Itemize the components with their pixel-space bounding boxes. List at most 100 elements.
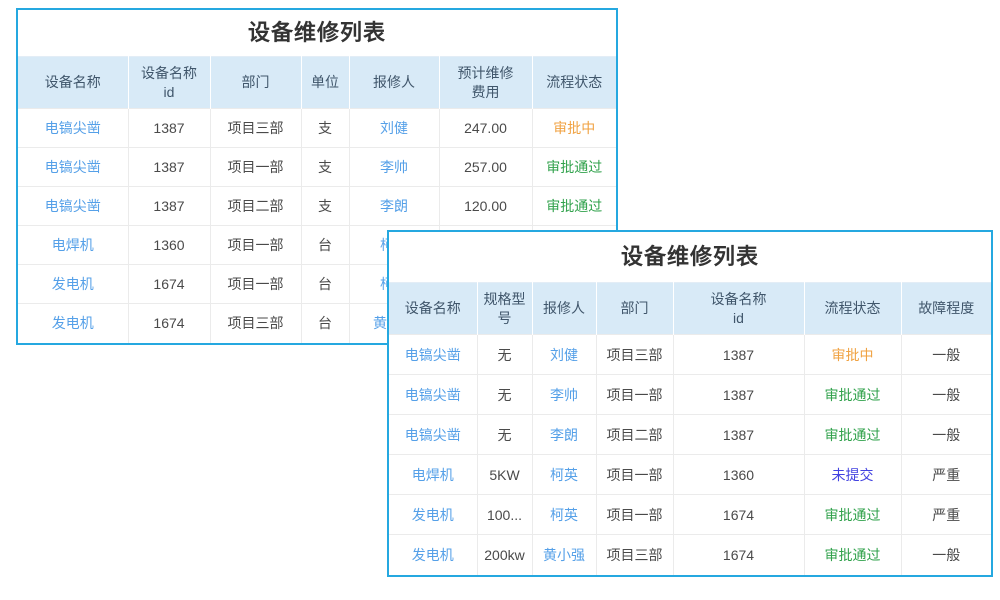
device-name-link[interactable]: 电镐尖凿 [389,414,478,455]
process-status-text: 未提交 [804,454,902,495]
table-header: 设备名称 规格型 号报修人 部门 设备名称 id 流程状态 故障程度 [389,282,991,335]
table-cell: 1674 [128,264,211,304]
table-cell: 247.00 [439,108,533,148]
equipment-repair-list-card-front: 设备维修列表 设备名称 规格型 号报修人 部门 设备名称 id 流程状态 故障程度 电镐尖… [387,230,993,577]
table-cell: 台 [301,225,350,265]
table-row: 电焊机 5KW 柯英 项目一部 1360 未提交 严重 [389,454,991,495]
table-cell: 1674 [673,494,805,535]
table-cell: 一般 [901,334,991,375]
table-cell: 1387 [128,108,211,148]
device-name-link[interactable]: 电镐尖凿 [18,186,129,226]
table-row: 电镐尖凿无李朗 项目二部 1387 审批通过 一般 [389,414,991,455]
process-status-text: 审批通过 [532,147,616,187]
table-cell: 1387 [673,374,805,415]
table-row: 发电机 200kw 黄小强 项目三部 1674 审批通过 一般 [389,534,991,575]
table-cell: 无 [477,374,533,415]
table-body: 电镐尖凿无刘健 项目三部 1387 审批中 一般 电镐尖凿无李帅 项目一部 1387 审批通过一… [389,334,991,575]
reporter-link[interactable]: 李帅 [349,147,440,187]
table-cell: 项目二部 [596,414,674,455]
table-cell: 120.00 [439,186,533,226]
header-row: 设备名称 规格型 号报修人 部门 设备名称 id 流程状态 故障程度 [389,282,991,335]
device-name-link[interactable]: 发电机 [18,264,129,304]
reporter-link[interactable]: 李帅 [532,374,597,415]
table-cell: 支 [301,108,350,148]
reporter-link[interactable]: 李朗 [349,186,440,226]
table-cell: 257.00 [439,147,533,187]
table-cell: 项目一部 [596,454,674,495]
reporter-link[interactable]: 李朗 [532,414,597,455]
process-status-text: 审批通过 [804,374,902,415]
table-cell: 项目一部 [596,374,674,415]
device-name-link[interactable]: 电镐尖凿 [389,334,478,375]
reporter-link[interactable]: 刘健 [349,108,440,148]
table-cell: 1674 [128,303,211,343]
table-title: 设备维修列表 [389,232,991,282]
device-name-link[interactable]: 发电机 [389,534,478,575]
reporter-link[interactable]: 柯英 [532,454,597,495]
table-cell: 台 [301,303,350,343]
column-header: 设备名称 [18,56,129,109]
column-header: 部门 [210,56,302,109]
header-row: 设备名称 设备名称 id 部门 单位 报修人 预计维修 费用 流程状态 [18,56,616,109]
column-header: 报修人 [532,282,597,335]
table-cell: 台 [301,264,350,304]
table-title: 设备维修列表 [18,10,616,56]
column-header: 流程状态 [532,56,616,109]
table-header: 设备名称 设备名称 id 部门 单位 报修人 预计维修 费用 流程状态 [18,56,616,109]
process-status-text: 审批通过 [804,494,902,535]
column-header: 部门 [596,282,674,335]
table-cell: 严重 [901,454,991,495]
table-cell: 项目一部 [210,264,302,304]
table-cell: 1674 [673,534,805,575]
table-cell: 支 [301,147,350,187]
table-row: 电镐尖凿 1387 项目三部支刘健 247.00 审批中 [18,108,616,148]
column-header: 设备名称 [389,282,478,335]
process-status-text: 审批通过 [804,534,902,575]
table-cell: 1387 [673,334,805,375]
table-cell: 项目二部 [210,186,302,226]
table-cell: 支 [301,186,350,226]
table-cell: 项目三部 [596,334,674,375]
device-name-link[interactable]: 发电机 [389,494,478,535]
table-row: 电镐尖凿 1387 项目一部支李帅 257.00 审批通过 [18,147,616,187]
table-cell: 1387 [673,414,805,455]
table-cell: 一般 [901,374,991,415]
device-name-link[interactable]: 电焊机 [18,225,129,265]
table-row: 电镐尖凿无李帅 项目一部 1387 审批通过 一般 [389,374,991,415]
column-header: 故障程度 [901,282,991,335]
column-header: 设备名称 id [673,282,805,335]
table-cell: 1360 [673,454,805,495]
device-name-link[interactable]: 电镐尖凿 [389,374,478,415]
equipment-repair-list-card-back: 设备维修列表 设备名称 设备名称 id 部门 单位 报修人 预计维修 费用 流程状态 电镐尖… [16,8,618,345]
table-cell: 200kw [477,534,533,575]
device-name-link[interactable]: 电焊机 [389,454,478,495]
column-header: 流程状态 [804,282,902,335]
table-row: 电镐尖凿无刘健 项目三部 1387 审批中 一般 [389,334,991,375]
reporter-link[interactable]: 刘健 [532,334,597,375]
table-cell: 项目一部 [596,494,674,535]
table-cell: 一般 [901,534,991,575]
table-cell: 项目一部 [210,225,302,265]
column-header: 报修人 [349,56,440,109]
table-cell: 项目三部 [210,303,302,343]
column-header: 设备名称 id [128,56,211,109]
process-status-text: 审批通过 [804,414,902,455]
table-cell: 1387 [128,186,211,226]
table-cell: 无 [477,334,533,375]
column-header: 单位 [301,56,350,109]
device-name-link[interactable]: 电镐尖凿 [18,108,129,148]
table-cell: 项目一部 [210,147,302,187]
table-row: 电镐尖凿 1387 项目二部支李朗 120.00 审批通过 [18,186,616,226]
table-cell: 严重 [901,494,991,535]
table-cell: 一般 [901,414,991,455]
table-cell: 5KW [477,454,533,495]
reporter-link[interactable]: 黄小强 [532,534,597,575]
reporter-link[interactable]: 柯英 [532,494,597,535]
device-name-link[interactable]: 发电机 [18,303,129,343]
table-cell: 无 [477,414,533,455]
process-status-text: 审批中 [804,334,902,375]
column-header: 预计维修 费用 [439,56,533,109]
column-header: 规格型 号 [477,282,533,335]
device-name-link[interactable]: 电镐尖凿 [18,147,129,187]
